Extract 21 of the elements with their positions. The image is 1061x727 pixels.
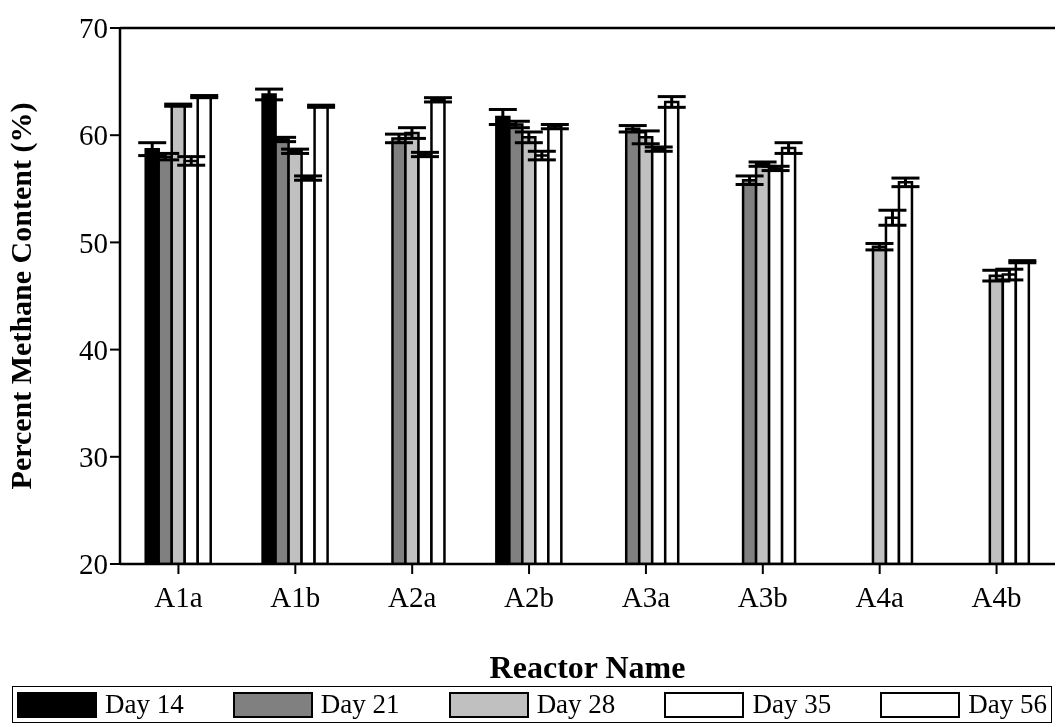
x-tick-label: A3a <box>621 580 671 613</box>
x-tick-label: A2b <box>504 580 555 613</box>
x-axis-title: Reactor Name <box>489 649 686 685</box>
y-tick-label: 70 <box>79 12 108 45</box>
y-tick-label: 40 <box>79 333 108 366</box>
x-tick-label: A1a <box>154 580 203 613</box>
legend-label: Day 35 <box>752 689 832 720</box>
x-tick-label: A1b <box>270 580 321 613</box>
x-tick-label: A4a <box>855 580 904 613</box>
x-tick-label: A4b <box>971 580 1022 613</box>
y-tick-label: 20 <box>79 548 108 581</box>
legend-label: Day 14 <box>105 689 184 720</box>
y-tick-label: 60 <box>79 119 108 152</box>
legend-label: Day 28 <box>536 689 616 720</box>
y-axis-title: Percent Methane Content (%) <box>3 102 38 490</box>
y-tick-label: 30 <box>79 441 108 474</box>
legend-label: Day 21 <box>320 689 400 720</box>
legend-label: Day 56 <box>968 689 1047 720</box>
x-tick-label: A2a <box>388 580 437 613</box>
x-tick-label: A3b <box>737 580 788 613</box>
y-tick-label: 50 <box>79 226 108 259</box>
